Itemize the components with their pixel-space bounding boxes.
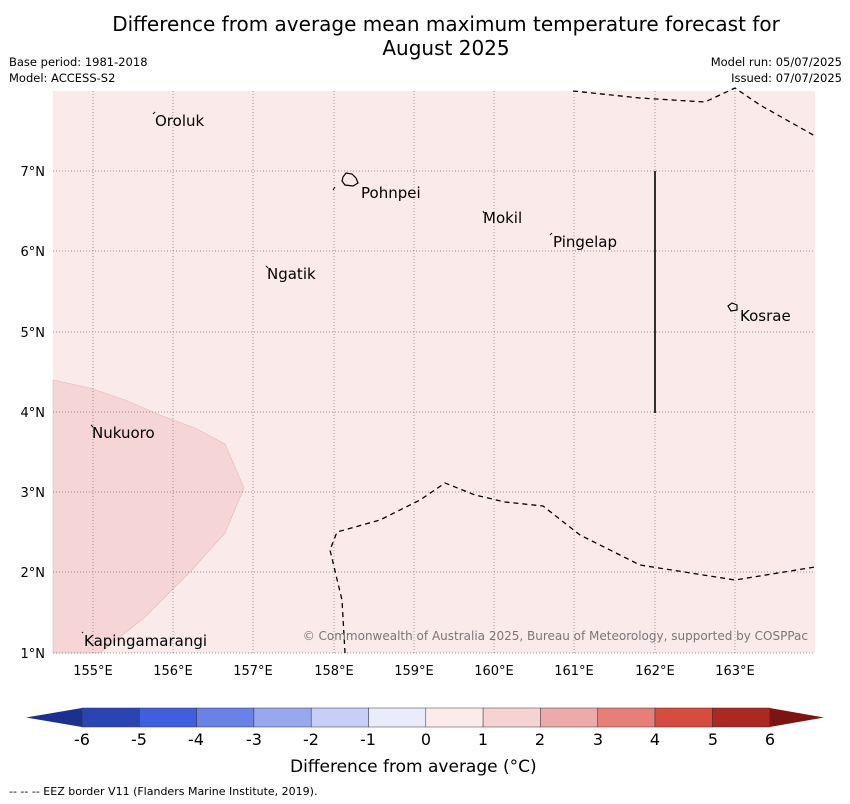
colorbar-swatch (310, 707, 369, 728)
lat-label: 7°N (21, 165, 46, 180)
lat-label: 1°N (21, 647, 46, 662)
colorbar (26, 707, 824, 728)
colorbar-extend-high (769, 708, 824, 727)
colorbar-tick: -2 (303, 730, 319, 749)
colorbar-tick: 2 (535, 730, 545, 749)
lon-label: 157°E (233, 664, 273, 679)
lat-label: 2°N (21, 566, 46, 581)
place-mokil: Mokil (483, 209, 522, 227)
colorbar-extend-low (26, 708, 82, 727)
place-labels: Oroluk Pohnpei Mokil Pingelap Ngatik Kos… (84, 112, 791, 650)
lon-label: 162°E (635, 664, 675, 679)
base-period-text: Base period: 1981-2018 (9, 55, 148, 69)
colorbar-swatch (482, 707, 541, 728)
lon-label: 161°E (554, 664, 594, 679)
colorbar-swatch (196, 707, 255, 728)
lon-label: 158°E (314, 664, 354, 679)
colorbar-tick: -5 (131, 730, 147, 749)
colorbar-tick: 5 (708, 730, 718, 749)
lat-tick-labels: 7°N 6°N 5°N 4°N 3°N 2°N 1°N (21, 165, 46, 662)
colorbar-swatch (597, 707, 656, 728)
title-line-2: August 2025 (382, 36, 510, 60)
lat-label: 6°N (21, 245, 46, 260)
lon-label: 156°E (153, 664, 193, 679)
lon-label: 160°E (474, 664, 514, 679)
lon-label: 163°E (715, 664, 755, 679)
copyright-text: © Commonwealth of Australia 2025, Bureau… (303, 629, 808, 643)
model-text: Model: ACCESS-S2 (9, 71, 116, 85)
colorbar-swatch (654, 707, 713, 728)
place-ngatik: Ngatik (267, 265, 316, 283)
model-run-text: Model run: 05/07/2025 (710, 55, 842, 69)
colorbar-swatch (253, 707, 312, 728)
colorbar-tick-labels: -6 -5 -4 -3 -2 -1 0 1 2 3 4 5 6 (74, 730, 775, 749)
lat-label: 5°N (21, 326, 46, 341)
colorbar-swatch (368, 707, 427, 728)
colorbar-title: Difference from average (°C) (290, 757, 537, 777)
colorbar-tick: 4 (650, 730, 660, 749)
colorbar-swatch (540, 707, 598, 728)
colorbar-tick: -4 (188, 730, 204, 749)
lon-label: 155°E (73, 664, 113, 679)
eez-borders (329, 87, 816, 654)
lat-label: 4°N (21, 406, 46, 421)
place-kapingamarangi: Kapingamarangi (84, 632, 207, 650)
anomaly-zone-1-2 (52, 379, 245, 654)
lon-tick-labels: 155°E 156°E 157°E 158°E 159°E 160°E 161°… (73, 664, 755, 679)
colorbar-tick: 3 (593, 730, 603, 749)
place-kosrae: Kosrae (740, 307, 791, 325)
issued-text: Issued: 07/07/2025 (731, 71, 842, 85)
colorbar-tick: -6 (74, 730, 90, 749)
colorbar-tick: -1 (360, 730, 376, 749)
colorbar-tick: 1 (478, 730, 488, 749)
eez-footnote: -- -- -- EEZ border V11 (Flanders Marine… (9, 785, 318, 798)
place-nukuoro: Nukuoro (92, 424, 155, 442)
ant-atoll-mark (332, 186, 336, 191)
place-pingelap: Pingelap (553, 233, 617, 251)
kosrae-island-outline (727, 302, 738, 312)
pohnpei-island-outline (341, 172, 359, 187)
map-title: Difference from average mean maximum tem… (0, 12, 850, 60)
title-line-1: Difference from average mean maximum tem… (112, 12, 780, 36)
place-pohnpei: Pohnpei (361, 184, 421, 202)
colorbar-tick: 6 (765, 730, 775, 749)
place-oroluk: Oroluk (155, 112, 204, 130)
colorbar-tick: 0 (421, 730, 431, 749)
lon-label: 159°E (394, 664, 434, 679)
meta-right: Model run: 05/07/2025 Issued: 07/07/2025 (711, 54, 842, 86)
colorbar-tick: -3 (246, 730, 262, 749)
lat-label: 3°N (21, 486, 46, 501)
colorbar-swatch (425, 707, 484, 728)
meta-left: Base period: 1981-2018 Model: ACCESS-S2 (9, 54, 148, 86)
colorbar-swatch (81, 707, 140, 728)
atoll-marks (81, 111, 553, 634)
colorbar-swatch (712, 707, 770, 728)
colorbar-swatch (139, 707, 197, 728)
